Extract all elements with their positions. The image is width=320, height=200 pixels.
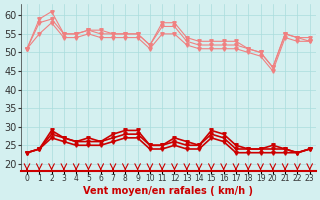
X-axis label: Vent moyen/en rafales ( km/h ): Vent moyen/en rafales ( km/h ) — [83, 186, 253, 196]
